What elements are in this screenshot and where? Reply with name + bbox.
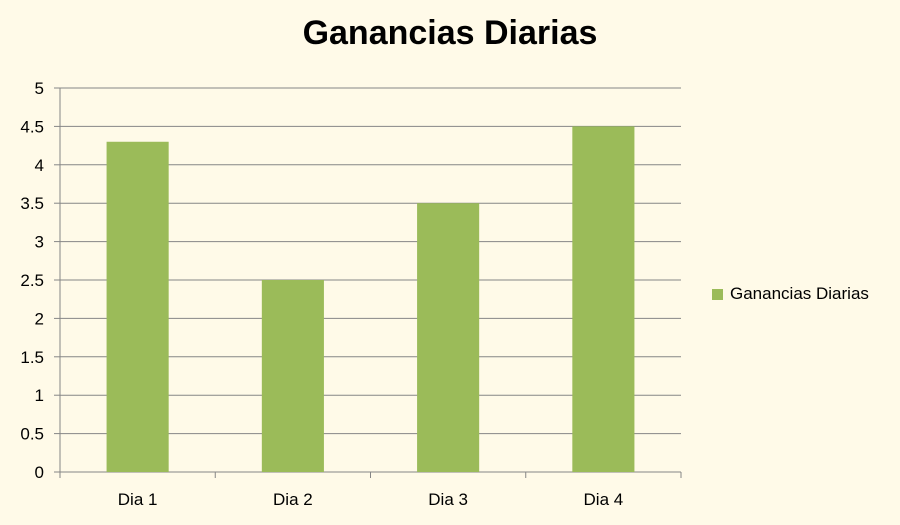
y-tick-label: 4	[35, 156, 44, 175]
y-tick-label: 3.5	[20, 194, 44, 213]
bar-dia-1	[106, 141, 169, 472]
legend: Ganancias Diarias	[712, 284, 869, 304]
x-tick-label: Dia 2	[273, 490, 313, 509]
y-tick-label: 5	[35, 79, 44, 98]
legend-swatch	[712, 288, 723, 300]
x-tick-label: Dia 3	[428, 490, 468, 509]
legend-label: Ganancias Diarias	[730, 284, 869, 303]
y-tick-label: 0.5	[20, 425, 44, 444]
x-tick-label: Dia 4	[584, 490, 624, 509]
chart-title: Ganancias Diarias	[302, 14, 598, 52]
y-tick-label: 2	[35, 309, 44, 328]
y-tick-label: 1.5	[20, 348, 44, 367]
y-tick-label: 3	[35, 233, 44, 252]
bar-dia-3	[417, 203, 480, 472]
x-tick-label: Dia 1	[118, 490, 158, 509]
y-tick-label: 4.5	[20, 117, 44, 136]
y-tick-label: 2.5	[20, 271, 44, 290]
y-tick-label: 1	[35, 386, 44, 405]
bar-dia-2	[261, 280, 324, 472]
y-tick-label: 0	[35, 463, 44, 482]
bar-dia-4	[572, 126, 635, 473]
